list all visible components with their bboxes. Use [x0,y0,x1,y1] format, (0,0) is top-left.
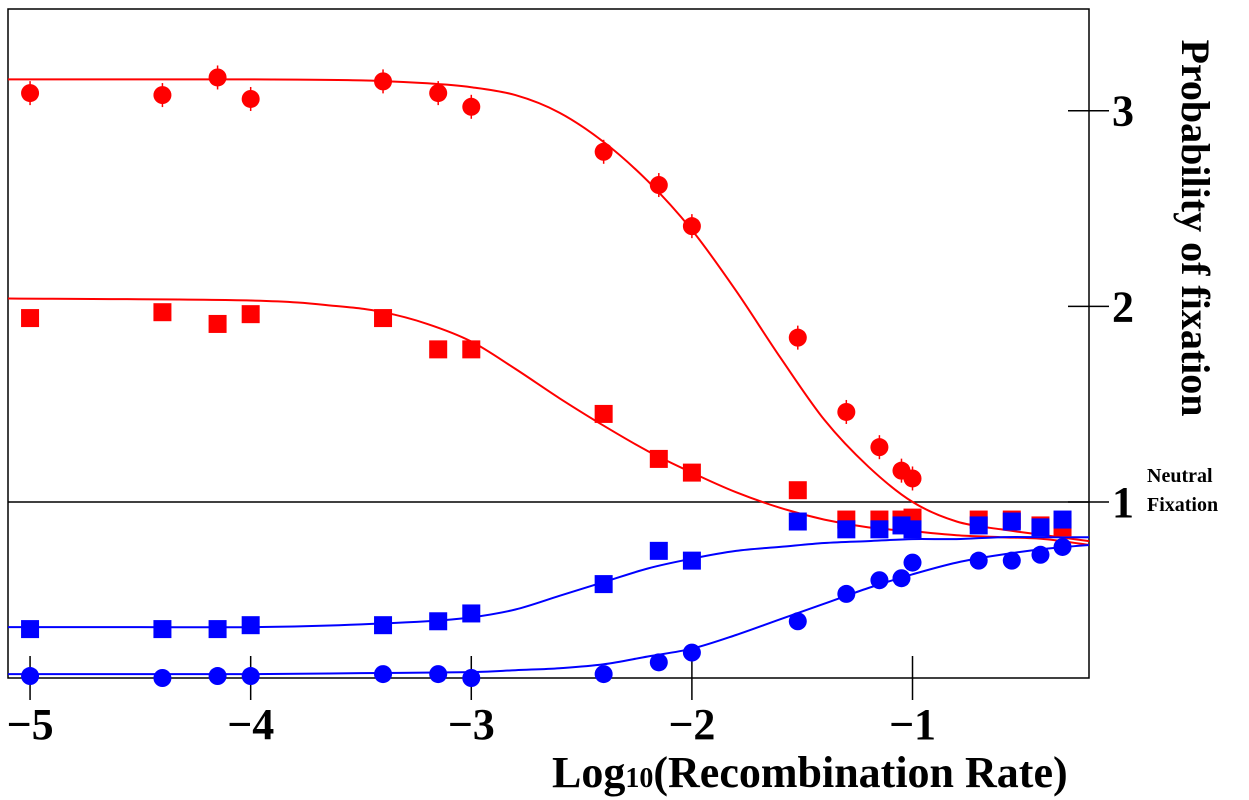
data-point-circle [969,551,988,570]
data-point-circle [208,667,227,686]
x-tick-label: −4 [227,700,274,749]
data-point-square [429,612,448,631]
data-point-square [788,481,807,500]
x-axis-ticks: −5 −4 −3 −2 −1 [7,656,936,749]
data-point-circle [594,665,613,684]
neutral-label-line2: Fixation [1147,494,1218,516]
fit-curve [7,544,1090,676]
data-point-square [153,303,172,322]
data-point-square [903,520,922,539]
data-point-circle [649,176,668,195]
data-point-circle [462,97,481,116]
data-point-circle [429,84,448,103]
data-point-circle [153,86,172,105]
data-point-circle [1002,551,1021,570]
x-tick-label: −1 [889,700,936,749]
data-point-square [462,604,481,623]
data-point-square [241,616,260,635]
data-point-circle [892,569,911,588]
data-point-circle [682,643,701,662]
data-point-square [594,404,613,423]
x-axis-title-main: Log [552,748,625,797]
data-point-square [21,309,40,328]
data-point-square [153,620,172,639]
data-point-circle [682,217,701,236]
data-point-square [969,516,988,535]
data-point-circle [429,665,448,684]
plot-frame [7,8,1090,679]
y-axis-ticks: 1 2 3 [1068,87,1134,527]
data-point-circle [837,584,856,603]
y-tick-label: 1 [1112,478,1134,527]
data-point-square [208,620,227,639]
data-point-square [1031,518,1050,537]
fit-curve [7,297,1090,546]
data-point-circle [788,612,807,631]
data-point-circle [1053,537,1072,556]
data-point-square [241,305,260,324]
data-point-circle [462,669,481,687]
y-axis-title: Probability of fixation [1173,39,1218,416]
data-point-square [1002,512,1021,531]
data-point-circle [594,142,613,161]
x-axis-title-rest: (Recombination Rate) [653,748,1067,797]
data-point-circle [903,469,922,488]
data-point-square [374,616,393,635]
data-point-circle [241,89,260,108]
y-tick-label: 2 [1112,282,1134,331]
data-points [21,65,1072,687]
fit-curve [7,78,1090,543]
data-point-square [21,620,40,639]
data-point-square [788,512,807,531]
data-point-circle [870,571,889,590]
data-point-circle [1031,545,1050,564]
data-point-circle [870,438,889,457]
x-axis-title: Log10(Recombination Rate) [552,748,1068,797]
x-tick-label: −3 [448,700,495,749]
data-point-square [649,449,668,468]
fit-curves [7,78,1090,676]
data-point-circle [903,553,922,572]
x-tick-label: −5 [7,700,54,749]
x-tick-label: −2 [668,700,715,749]
neutral-label-line1: Neutral [1147,465,1213,487]
data-point-square [462,340,481,359]
data-point-square [594,575,613,594]
data-point-square [1053,510,1072,529]
data-point-circle [788,328,807,347]
x-axis-title-sub: 10 [625,763,653,794]
data-point-circle [21,667,40,686]
data-point-circle [21,84,40,103]
data-point-circle [374,72,393,91]
data-point-circle [374,665,393,684]
fit-curve [8,536,1089,629]
data-point-square [682,463,701,482]
data-point-circle [241,667,260,686]
data-point-square [837,520,856,539]
data-point-square [682,551,701,570]
y-tick-label: 3 [1112,87,1134,136]
data-point-circle [649,653,668,672]
data-point-square [429,340,448,359]
data-point-circle [837,402,856,421]
data-point-circle [153,669,172,687]
data-point-square [870,520,889,539]
data-point-circle [208,68,227,87]
data-point-square [649,541,668,560]
data-point-square [374,309,393,328]
data-point-square [208,314,227,333]
